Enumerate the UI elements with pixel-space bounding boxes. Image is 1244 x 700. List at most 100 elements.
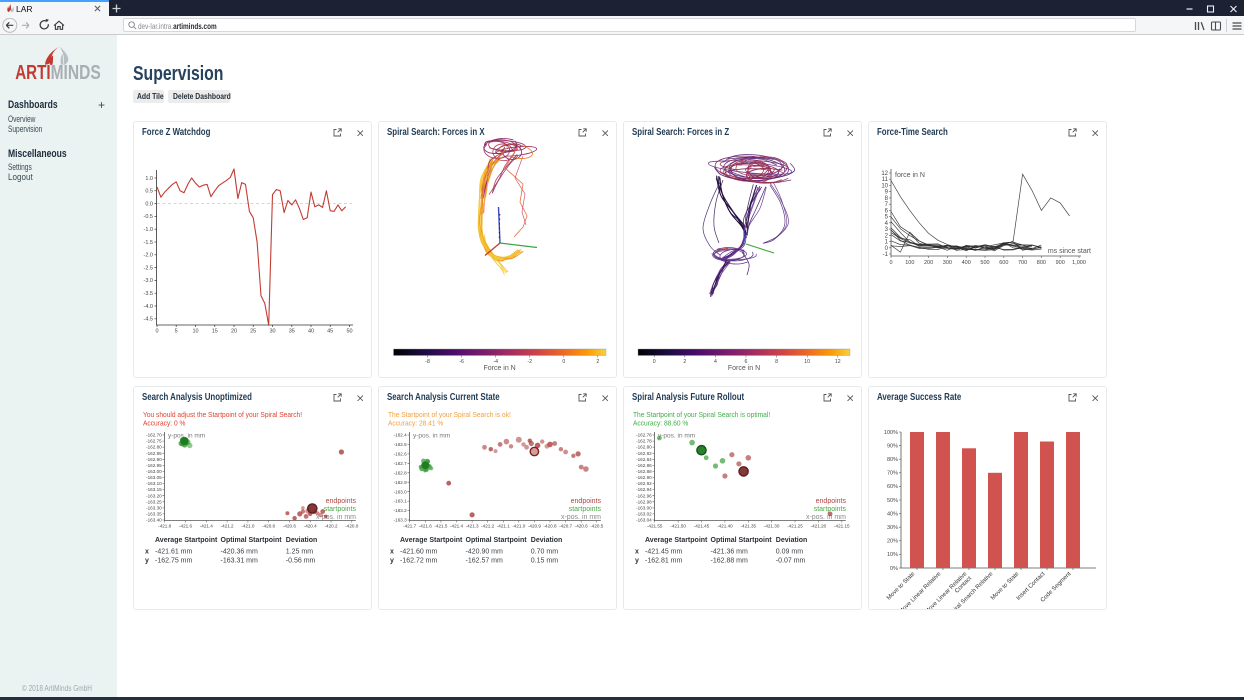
svg-text:4: 4	[885, 221, 889, 227]
svg-text:-162.5: -162.5	[394, 442, 407, 447]
svg-text:-1: -1	[883, 252, 889, 258]
svg-text:-420.9: -420.9	[528, 523, 541, 528]
svg-text:-162.6: -162.6	[394, 452, 407, 457]
svg-text:-162.96: -162.96	[636, 493, 652, 498]
svg-text:100%: 100%	[884, 430, 898, 436]
svg-text:0: 0	[889, 260, 892, 266]
svg-text:startpoints: startpoints	[814, 506, 847, 513]
svg-text:-162.85: -162.85	[146, 451, 162, 456]
svg-text:y: y	[145, 557, 149, 564]
svg-text:-162.7: -162.7	[394, 461, 407, 466]
svg-text:-162.9: -162.9	[394, 480, 407, 485]
svg-text:-162.95: -162.95	[146, 463, 162, 468]
svg-text:-162.86: -162.86	[636, 463, 652, 468]
svg-text:-420.6: -420.6	[283, 523, 296, 528]
svg-text:100: 100	[905, 260, 914, 266]
svg-text:1.0: 1.0	[145, 176, 153, 182]
svg-text:y: y	[635, 557, 639, 564]
svg-text:-420.8: -420.8	[262, 523, 275, 528]
svg-text:7: 7	[885, 202, 889, 208]
svg-text:x-pos. in mm: x-pos. in mm	[806, 514, 846, 521]
svg-text:-421.1: -421.1	[497, 523, 510, 528]
svg-text:-421.36 mm: -421.36 mm	[711, 549, 749, 556]
svg-text:y-pos. in mm: y-pos. in mm	[658, 433, 695, 440]
svg-text:endpoints: endpoints	[816, 498, 847, 505]
svg-text:0.5: 0.5	[145, 189, 153, 195]
svg-text:10%: 10%	[887, 552, 898, 558]
svg-text:-162.4: -162.4	[394, 433, 407, 438]
svg-text:-162.80: -162.80	[636, 445, 652, 450]
svg-text:y-pos. in mm: y-pos. in mm	[168, 433, 205, 440]
svg-text:700: 700	[1018, 260, 1027, 266]
svg-text:-421.6: -421.6	[179, 523, 192, 528]
svg-text:10: 10	[804, 359, 810, 365]
svg-text:-421.50: -421.50	[670, 523, 686, 528]
svg-text:12: 12	[835, 359, 841, 365]
svg-text:-163.00: -163.00	[636, 506, 652, 511]
svg-text:-162.76: -162.76	[636, 433, 652, 438]
svg-text:Force in N: Force in N	[728, 365, 760, 372]
svg-text:-420.7: -420.7	[559, 523, 572, 528]
svg-text:-421.7: -421.7	[403, 523, 416, 528]
svg-text:ms since start: ms since start	[1048, 248, 1091, 255]
svg-text:-163.10: -163.10	[146, 481, 162, 486]
svg-text:-162.90: -162.90	[636, 475, 652, 480]
svg-text:200: 200	[924, 260, 933, 266]
svg-text:y: y	[390, 557, 394, 564]
svg-text:-163.31 mm: -163.31 mm	[221, 557, 259, 564]
svg-text:Optimal Startpoint: Optimal Startpoint	[221, 537, 283, 544]
svg-text:-420.90 mm: -420.90 mm	[466, 549, 504, 556]
svg-text:-421.0: -421.0	[512, 523, 525, 528]
svg-text:1,000: 1,000	[1072, 260, 1086, 266]
svg-text:-421.3: -421.3	[466, 523, 479, 528]
svg-text:x: x	[390, 549, 394, 556]
svg-text:-421.35: -421.35	[741, 523, 757, 528]
svg-text:Deviation: Deviation	[286, 537, 318, 544]
svg-text:ARTI: ARTI	[15, 61, 50, 84]
svg-text:-421.61 mm: -421.61 mm	[155, 549, 193, 556]
svg-text:45: 45	[327, 329, 333, 335]
svg-text:-163.05: -163.05	[146, 475, 162, 480]
svg-text:0: 0	[653, 359, 656, 365]
svg-text:-2: -2	[527, 359, 532, 365]
svg-text:x-pos. in mm: x-pos. in mm	[316, 514, 356, 521]
svg-text:11: 11	[882, 177, 889, 183]
svg-text:startpoints: startpoints	[569, 506, 602, 513]
svg-text:-421.30: -421.30	[764, 523, 780, 528]
svg-text:400: 400	[962, 260, 971, 266]
svg-text:10: 10	[192, 329, 198, 335]
svg-text:-421.45 mm: -421.45 mm	[645, 549, 683, 556]
svg-text:12: 12	[881, 171, 888, 177]
svg-text:Average Startpoint: Average Startpoint	[155, 537, 218, 544]
svg-text:-162.8: -162.8	[394, 470, 407, 475]
svg-text:-1.0: -1.0	[144, 227, 153, 233]
svg-text:-163.02: -163.02	[636, 512, 652, 517]
svg-text:force in N: force in N	[895, 172, 925, 179]
svg-text:-162.88: -162.88	[636, 469, 652, 474]
svg-text:-162.84: -162.84	[636, 457, 652, 462]
svg-text:-421.5: -421.5	[434, 523, 447, 528]
svg-text:30%: 30%	[887, 525, 898, 531]
svg-text:-421.15: -421.15	[834, 523, 850, 528]
svg-text:0.15 mm: 0.15 mm	[531, 557, 558, 564]
svg-text:Accuracy: 0 %: Accuracy: 0 %	[143, 419, 186, 427]
svg-text:20%: 20%	[887, 539, 898, 545]
svg-text:-162.75 mm: -162.75 mm	[155, 557, 193, 564]
svg-text:9: 9	[885, 190, 889, 196]
svg-text:2: 2	[683, 359, 686, 365]
svg-text:-4: -4	[493, 359, 498, 365]
svg-text:-0.56 mm: -0.56 mm	[286, 557, 316, 564]
svg-text:-6: -6	[459, 359, 464, 365]
svg-text:-421.40: -421.40	[717, 523, 733, 528]
svg-text:6: 6	[885, 208, 889, 214]
svg-text:-420.0: -420.0	[345, 523, 358, 528]
svg-text:35: 35	[289, 329, 295, 335]
svg-text:-4.0: -4.0	[144, 304, 153, 310]
svg-text:90%: 90%	[887, 443, 898, 449]
svg-text:-162.57 mm: -162.57 mm	[466, 557, 504, 564]
svg-text:30: 30	[269, 329, 275, 335]
svg-text:40%: 40%	[887, 511, 898, 517]
svg-text:-421.55: -421.55	[647, 523, 663, 528]
svg-text:0: 0	[155, 329, 158, 335]
svg-text:-421.25: -421.25	[787, 523, 803, 528]
